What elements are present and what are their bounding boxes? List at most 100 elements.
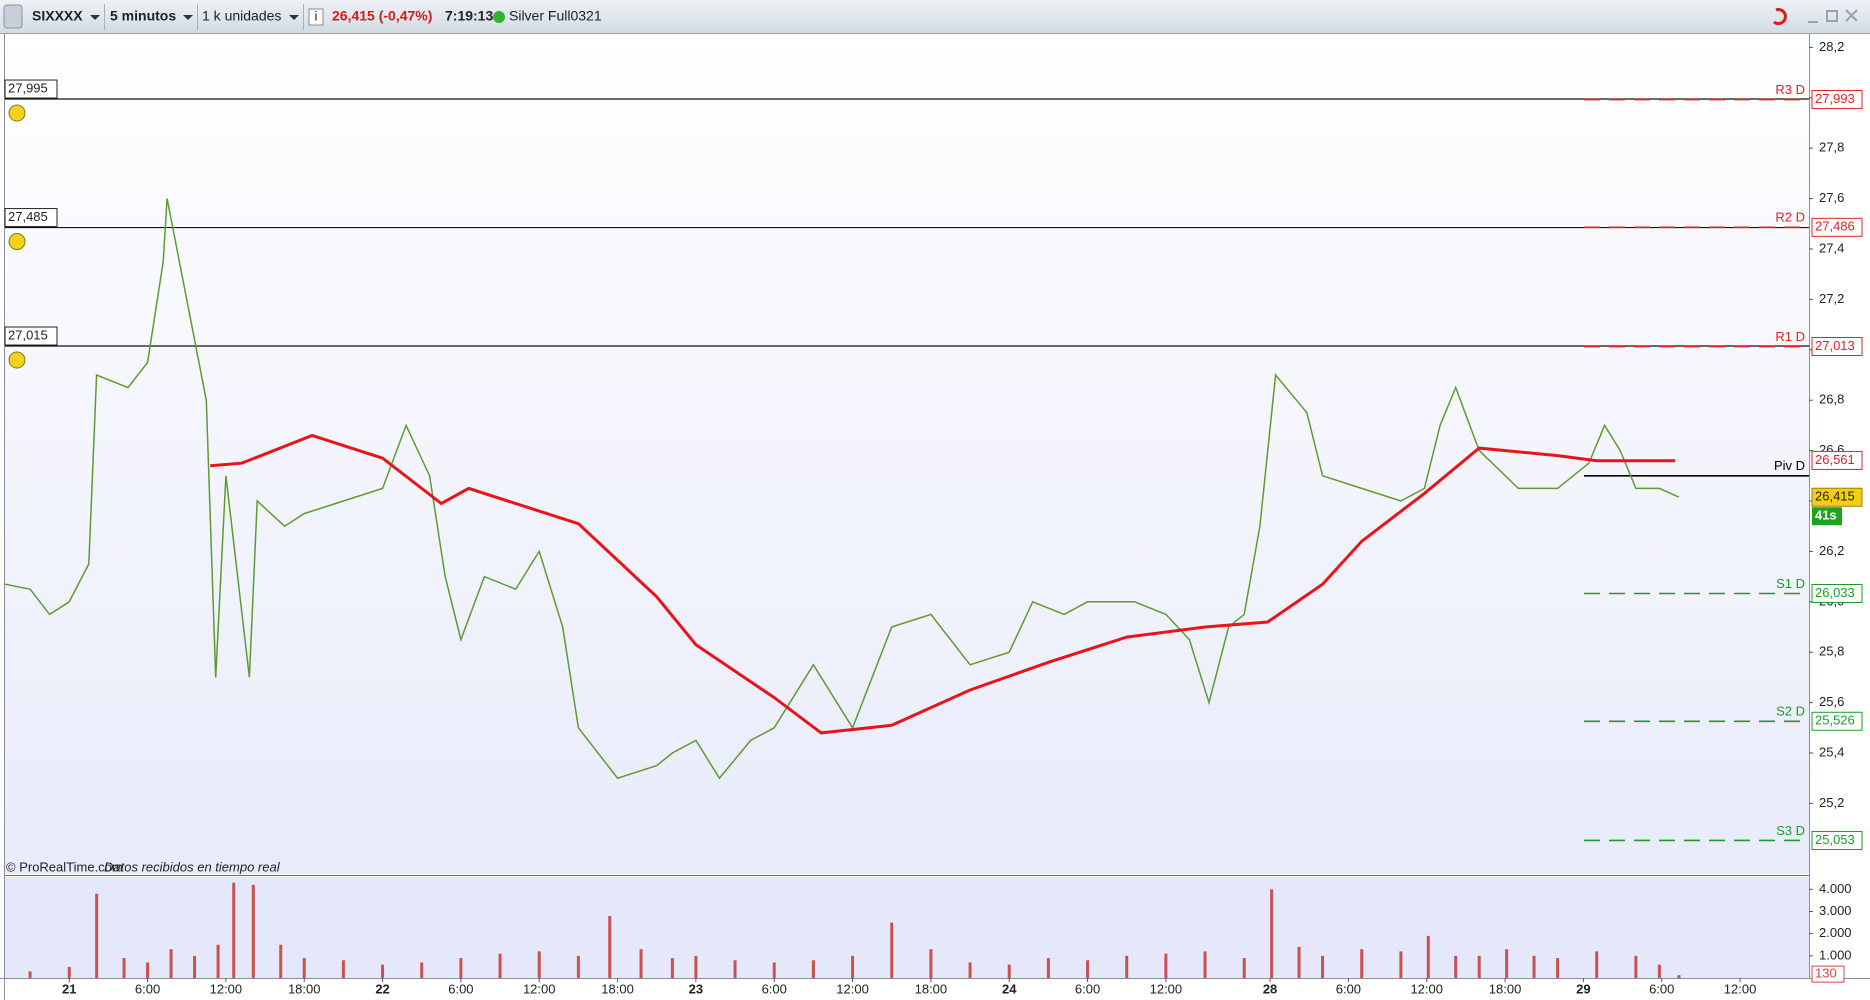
source: © ProRealTime.com xyxy=(6,859,123,874)
price-pane xyxy=(5,33,1809,874)
alert-bell xyxy=(8,104,26,122)
volume-bar xyxy=(459,958,463,978)
moving-average xyxy=(210,433,1676,735)
level-value: 25,526 xyxy=(1815,713,1855,728)
volume-bar xyxy=(216,944,220,978)
alert-label: 27,995 xyxy=(8,80,48,95)
info-icon[interactable] xyxy=(308,8,324,26)
volume-pane xyxy=(5,877,1809,978)
alert-bell xyxy=(8,233,26,251)
y-tick-label: 26,2 xyxy=(1819,543,1844,558)
level-name: S1 D xyxy=(1776,576,1805,591)
menu-button[interactable] xyxy=(3,4,23,29)
level-name: R2 D xyxy=(1775,210,1805,225)
volume-bar xyxy=(608,915,612,978)
y-tick-label: 27,4 xyxy=(1819,240,1844,255)
volume-bar xyxy=(1556,958,1560,978)
price-last: 26,415 xyxy=(1815,489,1855,504)
volume-last: 130 xyxy=(1815,966,1837,981)
sync-icon[interactable] xyxy=(1773,8,1787,26)
x-tick-label: 12:00 xyxy=(1410,981,1443,996)
volume-last-box xyxy=(1811,965,1845,983)
feed: Silver Full0321 xyxy=(509,8,602,24)
level-name: S2 D xyxy=(1776,704,1805,719)
alert-label: 27,015 xyxy=(8,327,48,342)
level-name: R3 D xyxy=(1775,82,1805,97)
period-selector[interactable]: 5 minutos xyxy=(110,8,176,24)
volume-bar xyxy=(169,949,173,978)
volume-bar xyxy=(1477,955,1481,978)
volume-bar xyxy=(1505,949,1509,978)
price-last-box xyxy=(1811,487,1863,507)
symbol-selector[interactable]: SIXXXX xyxy=(32,8,83,24)
x-tick-label: 24 xyxy=(1002,981,1017,996)
x-tick-label: 18:00 xyxy=(915,981,948,996)
volume-bar xyxy=(1046,958,1050,978)
volume-bar xyxy=(890,922,894,978)
y-tick-label: 2.000 xyxy=(1819,925,1852,940)
x-tick-label: 18:00 xyxy=(1489,981,1522,996)
level-box xyxy=(1811,830,1863,850)
volume-bar xyxy=(576,955,580,978)
volume-bar xyxy=(1399,951,1403,978)
x-tick-label: 18:00 xyxy=(288,981,321,996)
volume-bar xyxy=(193,955,197,978)
volume-bar xyxy=(639,949,643,978)
volume-bar xyxy=(1360,949,1364,978)
volume-bar xyxy=(670,958,674,978)
volume-bar xyxy=(1086,960,1090,978)
y-tick-label: 25,2 xyxy=(1819,795,1844,810)
volume-bar xyxy=(1321,955,1325,978)
volume-bar xyxy=(381,964,385,978)
level-value: 27,993 xyxy=(1815,91,1855,106)
level-box xyxy=(1811,90,1863,110)
level-box xyxy=(1811,217,1863,237)
volume-bar xyxy=(1426,935,1430,978)
volume-bar xyxy=(279,944,283,978)
x-tick-label: 12:00 xyxy=(1150,981,1183,996)
volume-bar xyxy=(537,951,541,978)
volume-bar xyxy=(968,962,972,978)
dropdown-arrow xyxy=(90,15,100,20)
volume-bar xyxy=(498,953,502,978)
level-value: 25,053 xyxy=(1815,832,1855,847)
x-tick-label: 12:00 xyxy=(836,981,869,996)
price-line xyxy=(4,198,1680,780)
alert-label: 27,485 xyxy=(8,209,48,224)
volume-bar xyxy=(1595,951,1599,978)
x-tick-label: 6:00 xyxy=(762,981,787,996)
status-dot xyxy=(493,11,505,23)
x-tick-label: 18:00 xyxy=(601,981,634,996)
volume-bar xyxy=(694,955,698,978)
units-selector[interactable]: 1 k unidades xyxy=(202,8,281,24)
level-box xyxy=(1811,711,1863,731)
x-tick-label: 12:00 xyxy=(210,981,243,996)
countdown: 41s xyxy=(1815,508,1837,523)
volume-bar xyxy=(1164,953,1168,978)
level-name: S3 D xyxy=(1776,823,1805,838)
level-name: Piv D xyxy=(1774,458,1805,473)
volume-bar xyxy=(733,960,737,978)
volume-bar xyxy=(929,949,933,978)
maximize[interactable] xyxy=(1826,10,1838,22)
y-tick-label: 27,6 xyxy=(1819,190,1844,205)
volume-bar xyxy=(1532,955,1536,978)
volume-bar xyxy=(811,960,815,978)
volume-bar xyxy=(1203,951,1207,978)
x-tick-label: 6:00 xyxy=(135,981,160,996)
close[interactable] xyxy=(1845,9,1858,22)
volume-bar xyxy=(122,958,126,978)
level-value: 26,033 xyxy=(1815,585,1855,600)
volume-bar xyxy=(420,962,424,978)
volume-bar xyxy=(1007,964,1011,978)
y-tick-label: 3.000 xyxy=(1819,903,1852,918)
countdown-box xyxy=(1812,507,1842,526)
y-tick-label: 25,6 xyxy=(1819,694,1844,709)
alert-box xyxy=(4,326,58,346)
ma-last: 26,561 xyxy=(1815,452,1855,467)
x-tick-label: 21 xyxy=(62,981,76,996)
volume-bar xyxy=(1270,889,1274,978)
volume-bar xyxy=(67,966,71,978)
